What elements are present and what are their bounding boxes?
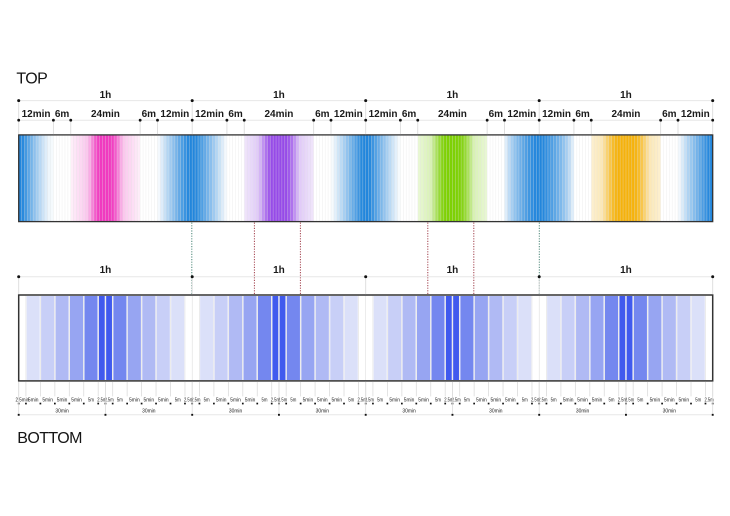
svg-text:5min: 5min <box>28 397 39 403</box>
svg-text:6m: 6m <box>55 109 70 120</box>
svg-text:12min: 12min <box>334 109 363 120</box>
svg-text:6m: 6m <box>489 109 504 120</box>
svg-text:2.5m: 2.5m <box>618 397 628 403</box>
svg-text:BOTTOM: BOTTOM <box>17 430 82 447</box>
svg-text:5m: 5m <box>637 397 643 403</box>
svg-text:2.5m: 2.5m <box>704 397 714 403</box>
svg-text:1h: 1h <box>273 90 285 101</box>
svg-text:12min: 12min <box>195 109 224 120</box>
svg-text:2.5m: 2.5m <box>97 397 107 403</box>
svg-text:2.5min: 2.5min <box>16 397 30 403</box>
svg-text:5m: 5m <box>175 397 181 403</box>
svg-text:5m: 5m <box>522 397 528 403</box>
svg-text:5min: 5min <box>577 397 588 403</box>
svg-text:5min: 5min <box>331 397 342 403</box>
svg-text:2.5m: 2.5m <box>625 397 635 403</box>
svg-text:5m: 5m <box>695 397 701 403</box>
svg-text:6m: 6m <box>575 109 590 120</box>
svg-text:2.5m: 2.5m <box>104 397 114 403</box>
svg-text:5min: 5min <box>563 397 574 403</box>
svg-text:5min: 5min <box>144 397 155 403</box>
svg-text:1h: 1h <box>447 90 459 101</box>
svg-text:5min: 5min <box>476 397 487 403</box>
svg-text:5m: 5m <box>204 397 210 403</box>
svg-text:5min: 5min <box>418 397 429 403</box>
svg-text:5min: 5min <box>505 397 516 403</box>
svg-text:5m: 5m <box>348 397 354 403</box>
svg-text:30min: 30min <box>402 408 415 414</box>
svg-text:30min: 30min <box>142 408 155 414</box>
svg-text:5m: 5m <box>435 397 441 403</box>
svg-text:5m: 5m <box>88 397 94 403</box>
svg-text:30min: 30min <box>229 408 242 414</box>
svg-text:2.5m: 2.5m <box>271 397 281 403</box>
svg-text:2.5m: 2.5m <box>538 397 548 403</box>
svg-text:30min: 30min <box>55 408 68 414</box>
svg-text:5min: 5min <box>491 397 502 403</box>
svg-text:24min: 24min <box>91 109 120 120</box>
svg-text:2.5m: 2.5m <box>444 397 454 403</box>
svg-text:5min: 5min <box>57 397 68 403</box>
svg-text:2.5m: 2.5m <box>278 397 288 403</box>
svg-text:TOP: TOP <box>16 70 47 87</box>
svg-text:6m: 6m <box>228 109 243 120</box>
svg-text:2.5m: 2.5m <box>184 397 194 403</box>
svg-text:12min: 12min <box>369 109 398 120</box>
svg-text:5min: 5min <box>664 397 675 403</box>
svg-text:2.5m: 2.5m <box>357 397 367 403</box>
svg-text:5min: 5min <box>389 397 400 403</box>
svg-text:30min: 30min <box>576 408 589 414</box>
svg-text:6m: 6m <box>142 109 157 120</box>
svg-text:12min: 12min <box>542 109 571 120</box>
svg-text:24min: 24min <box>438 109 467 120</box>
svg-text:5m: 5m <box>608 397 614 403</box>
svg-text:12min: 12min <box>22 109 51 120</box>
svg-text:24min: 24min <box>264 109 293 120</box>
svg-text:12min: 12min <box>681 109 710 120</box>
svg-text:5min: 5min <box>317 397 328 403</box>
svg-text:1h: 1h <box>620 265 632 276</box>
svg-text:5min: 5min <box>71 397 82 403</box>
svg-text:5min: 5min <box>216 397 227 403</box>
svg-text:6m: 6m <box>662 109 677 120</box>
svg-text:5min: 5min <box>42 397 53 403</box>
svg-text:30min: 30min <box>489 408 502 414</box>
svg-text:5min: 5min <box>404 397 415 403</box>
svg-text:5min: 5min <box>678 397 689 403</box>
svg-text:2.5m: 2.5m <box>531 397 541 403</box>
svg-text:1h: 1h <box>447 265 459 276</box>
svg-text:5min: 5min <box>245 397 256 403</box>
svg-text:1h: 1h <box>273 265 285 276</box>
svg-text:1h: 1h <box>100 90 112 101</box>
svg-text:24min: 24min <box>611 109 640 120</box>
svg-text:5m: 5m <box>290 397 296 403</box>
svg-text:2.5m: 2.5m <box>191 397 201 403</box>
svg-text:5min: 5min <box>592 397 603 403</box>
svg-text:30min: 30min <box>316 408 329 414</box>
svg-text:12min: 12min <box>160 109 189 120</box>
svg-text:30min: 30min <box>663 408 676 414</box>
svg-text:5min: 5min <box>650 397 661 403</box>
svg-text:5m: 5m <box>464 397 470 403</box>
svg-text:5m: 5m <box>551 397 557 403</box>
svg-text:12min: 12min <box>507 109 536 120</box>
svg-text:6m: 6m <box>402 109 417 120</box>
svg-text:5min: 5min <box>303 397 314 403</box>
svg-text:2.5m: 2.5m <box>451 397 461 403</box>
svg-text:6m: 6m <box>315 109 330 120</box>
svg-text:1h: 1h <box>620 90 632 101</box>
svg-text:5m: 5m <box>261 397 267 403</box>
svg-text:5min: 5min <box>230 397 241 403</box>
svg-text:5m: 5m <box>377 397 383 403</box>
svg-text:1h: 1h <box>100 265 112 276</box>
svg-text:5min: 5min <box>129 397 140 403</box>
svg-text:5min: 5min <box>158 397 169 403</box>
svg-text:5m: 5m <box>117 397 123 403</box>
svg-text:2.5m: 2.5m <box>365 397 375 403</box>
